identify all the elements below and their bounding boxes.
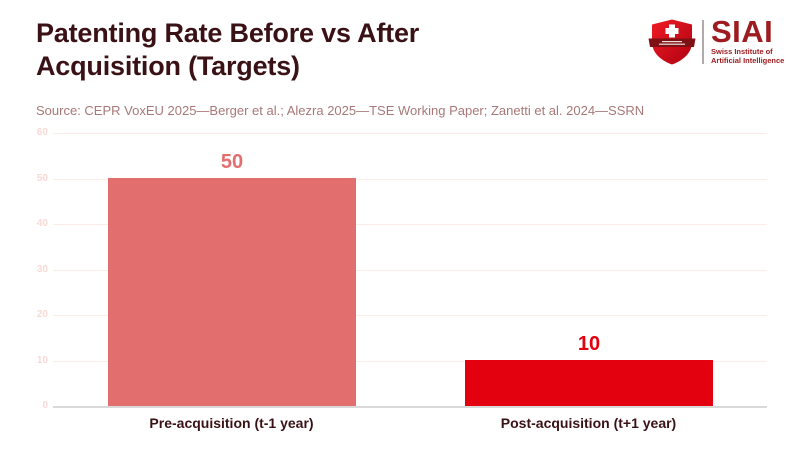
y-tick-label: 30 [36,263,48,275]
page-title: Patenting Rate Before vs After Acquisiti… [36,17,576,83]
gridline [53,269,767,271]
bar-1 [108,178,356,406]
logo-acronym: SIAI [711,14,774,49]
gridline [53,224,767,225]
x-category-label: Pre-acquisition (t-1 year) [149,415,314,431]
y-tick-label: 20 [36,309,48,320]
y-tick-label: 50 [36,172,48,184]
page-title-line2: Acquisition (Targets) [36,51,300,81]
x-category-label: Post-acquisition (t+1 year) [500,415,677,431]
siai-logo: SIAI Swiss Institute of Artificial Intel… [648,14,785,68]
y-tick-label: 40 [36,218,48,229]
gridline [53,360,767,362]
logo-name-line2: Artificial Intelligence [711,55,785,65]
bar-value-label: 50 [220,151,244,173]
gridline [53,178,767,180]
shield-banner [648,38,696,47]
y-tick-label: 10 [36,354,48,366]
gridline [53,133,767,134]
logo-name-line1: Swiss Institute of [711,47,773,56]
y-tick-label: 60 [36,127,48,138]
logo-divider [702,20,704,64]
gridline [53,315,767,316]
page-title-line1: Patenting Rate Before vs After [36,18,420,48]
logo-text: SIAI Swiss Institute of Artificial Intel… [711,14,785,65]
bar-2 [465,360,713,406]
y-tick-label: 0 [42,400,48,411]
swiss-shield-icon [648,19,696,65]
bar-value-label: 10 [577,333,601,355]
source-caption: Source: CEPR VoxEU 2025—Berger et al.; A… [36,103,645,118]
x-axis-line [53,406,767,408]
